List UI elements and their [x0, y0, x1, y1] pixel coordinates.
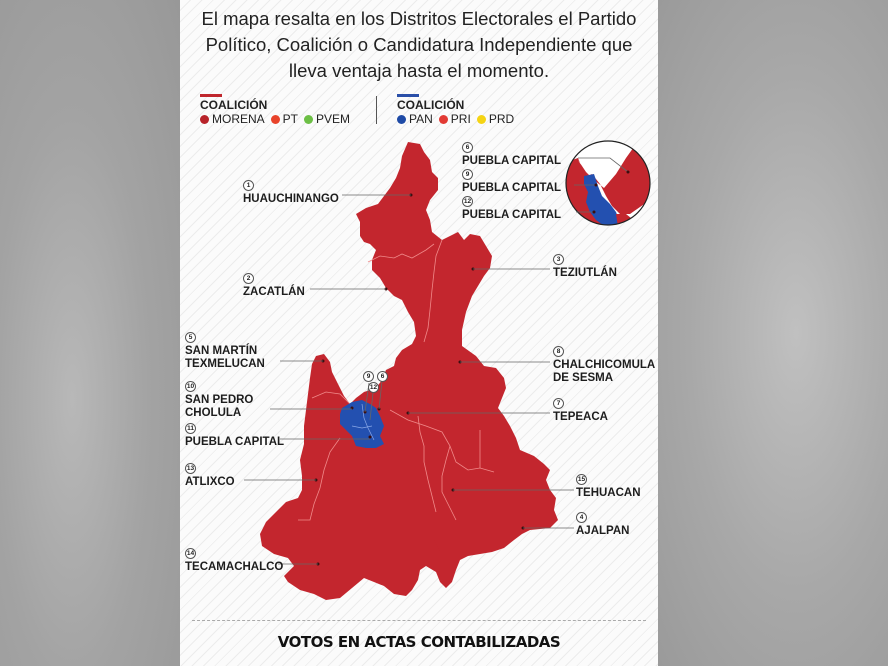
- district-label-4: 4 AJALPAN: [576, 510, 629, 538]
- district-name: AJALPAN: [576, 525, 630, 537]
- map-blue-districts: [340, 400, 384, 448]
- district-number-badge: 12: [368, 382, 379, 393]
- intro-line-1: El mapa resalta en los Distritos Elector…: [201, 8, 637, 29]
- district-number-badge: 12: [462, 196, 473, 207]
- district-name-line1: CHALCHICOMULA: [553, 359, 656, 371]
- legend-coalition-pan: COALICIÓN PAN PRI PRD: [397, 94, 514, 126]
- legend-item-morena: MORENA: [200, 112, 265, 126]
- district-label-7: 7 TEPEACA: [553, 396, 608, 424]
- district-number-badge: 15: [576, 474, 587, 485]
- intro-text: El mapa resalta en los Distritos Elector…: [180, 6, 658, 84]
- district-number-badge: 14: [185, 548, 196, 559]
- district-name: PUEBLA CAPITAL: [462, 209, 562, 221]
- district-name-line2: TEXMELUCAN: [185, 358, 265, 370]
- district-name: ZACATLÁN: [243, 286, 305, 298]
- map-marker-6: 6: [377, 369, 388, 384]
- intro-line-2: Político, Coalición o Candidatura Indepe…: [205, 34, 633, 55]
- district-name-line2: DE SESMA: [553, 372, 614, 384]
- district-label-5: 5 SAN MARTÍN TEXMELUCAN: [185, 330, 265, 371]
- district-label-11: 11 PUEBLA CAPITAL: [185, 421, 284, 449]
- legend-bar-blue: [397, 94, 419, 97]
- legend-label: MORENA: [212, 112, 265, 126]
- district-name: PUEBLA CAPITAL: [462, 182, 562, 194]
- legend-item-pvem: PVEM: [304, 112, 350, 126]
- district-name-line1: SAN PEDRO: [185, 394, 254, 406]
- map-state-shape: [260, 142, 558, 600]
- legend-coalition-morena: COALICIÓN MORENA PT PVEM: [200, 94, 350, 126]
- inset-label-12: 12 PUEBLA CAPITAL: [462, 194, 561, 222]
- district-label-1: 1 HUAUCHINANGO: [243, 178, 339, 206]
- map-marker-12: 12: [368, 380, 379, 395]
- district-borders: [298, 239, 495, 521]
- district-number-badge: 2: [243, 273, 254, 284]
- district-number-badge: 11: [185, 423, 196, 434]
- legend-bar-red: [200, 94, 222, 97]
- legend-item-pt: PT: [270, 112, 299, 126]
- district-name: ATLIXCO: [185, 476, 235, 488]
- map-marker-9: 9: [363, 369, 374, 384]
- legend-label: PAN: [409, 112, 433, 126]
- district-name: TEPEACA: [553, 411, 608, 423]
- intro-line-3: lleva ventaja hasta el momento.: [288, 60, 550, 81]
- district-number-badge: 3: [553, 254, 564, 265]
- district-label-3: 3 TEZIUTLÁN: [553, 252, 617, 280]
- district-name-line2: CHOLULA: [185, 407, 242, 419]
- legend-item-pri: PRI: [438, 112, 471, 126]
- puebla-capital-inset: [565, 140, 651, 226]
- legend-title: COALICIÓN: [200, 98, 268, 112]
- district-name: TECAMACHALCO: [185, 561, 284, 573]
- district-label-8: 8 CHALCHICOMULA DE SESMA: [553, 344, 655, 385]
- district-number-badge: 6: [377, 371, 388, 382]
- legend-label: PVEM: [316, 112, 351, 126]
- legend-label: PT: [282, 112, 299, 126]
- district-number-badge: 6: [462, 142, 473, 153]
- section-divider: [192, 620, 646, 621]
- background-left: [0, 0, 180, 666]
- legend-label: PRI: [450, 112, 471, 126]
- district-number-badge: 9: [363, 371, 374, 382]
- dot-icon: [397, 114, 406, 124]
- district-name: TEHUACAN: [576, 487, 641, 499]
- dot-icon: [200, 114, 209, 124]
- dot-icon: [476, 114, 486, 124]
- district-number-badge: 8: [553, 346, 564, 357]
- infographic-panel: El mapa resalta en los Distritos Elector…: [180, 0, 658, 666]
- district-name: HUAUCHINANGO: [243, 193, 339, 205]
- district-number-badge: 4: [576, 512, 587, 523]
- legend-item-pan: PAN: [397, 112, 433, 126]
- district-label-15: 15 TEHUACAN: [576, 472, 641, 500]
- dot-icon: [438, 114, 448, 124]
- district-label-13: 13 ATLIXCO: [185, 461, 235, 489]
- district-name: TEZIUTLÁN: [553, 267, 617, 279]
- district-number-badge: 7: [553, 398, 564, 409]
- district-number-badge: 5: [185, 332, 196, 343]
- district-number-badge: 10: [185, 381, 196, 392]
- district-number-badge: 9: [462, 169, 473, 180]
- district-name-line1: SAN MARTÍN: [185, 345, 258, 357]
- legend-divider: [376, 96, 377, 124]
- inset-label-6: 6 PUEBLA CAPITAL: [462, 140, 561, 168]
- inset-label-9: 9 PUEBLA CAPITAL: [462, 167, 561, 195]
- legend-item-prd: PRD: [476, 112, 515, 126]
- section-title-votes: VOTOS EN ACTAS CONTABILIZADAS: [277, 633, 561, 651]
- district-label-14: 14 TECAMACHALCO: [185, 546, 283, 574]
- district-name: PUEBLA CAPITAL: [185, 436, 285, 448]
- district-label-2: 2 ZACATLÁN: [243, 271, 305, 299]
- legend-label: PRD: [488, 112, 515, 126]
- district-number-badge: 1: [243, 180, 254, 191]
- district-label-10: 10 SAN PEDRO CHOLULA: [185, 379, 253, 420]
- dot-icon: [304, 114, 314, 124]
- dot-icon: [270, 114, 280, 124]
- background-right: [658, 0, 888, 666]
- legend-title: COALICIÓN: [397, 98, 465, 112]
- puebla-district-map: [244, 140, 651, 600]
- district-name: PUEBLA CAPITAL: [462, 155, 562, 167]
- district-number-badge: 13: [185, 463, 196, 474]
